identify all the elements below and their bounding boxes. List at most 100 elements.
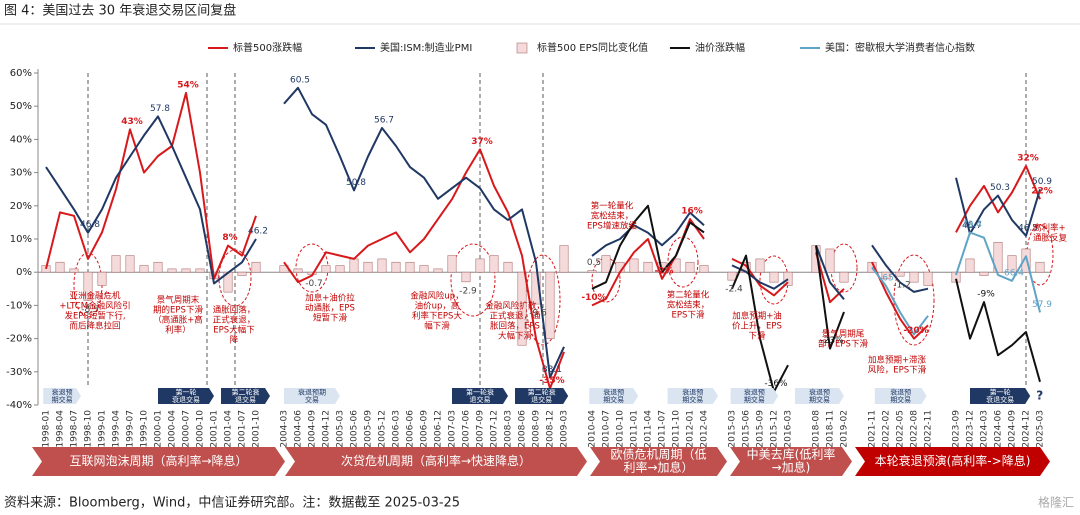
- annotation: 通胀回落，: [213, 305, 256, 316]
- period-banner: [285, 447, 587, 476]
- annotation: 宽松结束，: [591, 211, 634, 222]
- annotation: 价上升，EPS: [732, 321, 782, 332]
- period-label: →加息): [772, 460, 811, 475]
- data-label: -2.4: [725, 285, 743, 295]
- x-tick-label: 2018-11: [826, 410, 836, 448]
- bar: [83, 271, 93, 301]
- annotation: EPS下滑: [672, 310, 705, 321]
- data-label: 43%: [121, 117, 143, 127]
- trade-phase-box: [158, 388, 214, 404]
- legend-label: 标普500 EPS同比变化值: [537, 41, 648, 54]
- annotation: EPS大幅下: [213, 325, 255, 336]
- annotation: 期的EPS下滑: [153, 305, 203, 316]
- x-tick-label: 2025-03: [1036, 410, 1046, 448]
- x-tick-label: 2004-06: [294, 410, 304, 448]
- bar: [167, 268, 177, 273]
- trade-phase-label: 衰退预: [809, 388, 830, 397]
- annotation: 加息+油价拉: [305, 293, 355, 304]
- bar: [447, 255, 457, 273]
- bar: [475, 258, 485, 273]
- bar: [503, 261, 513, 273]
- trade-phase-label: 衰退预: [52, 388, 73, 397]
- annotation: 亚洲金融危机: [69, 291, 121, 302]
- data-label: 16%: [681, 207, 703, 217]
- x-tick-label: 2024-09: [1008, 410, 1018, 448]
- data-label: 46.2: [248, 227, 268, 237]
- bar: [363, 261, 373, 273]
- trade-phase-label: 衰退预: [744, 388, 765, 397]
- x-tick-label: 2021-11: [868, 410, 878, 448]
- trade-phase-label: 第一轮: [990, 388, 1011, 397]
- x-tick-label: 2006-09: [420, 410, 430, 448]
- data-label: 56.7: [374, 115, 394, 125]
- trade-phase-box: [43, 388, 81, 404]
- data-label: 46.8: [80, 220, 100, 230]
- trade-phase-label: 期交易: [809, 395, 830, 404]
- bar: [755, 258, 765, 273]
- bar: [923, 271, 933, 286]
- bar: [97, 271, 107, 286]
- annotation: 而后降息拉回: [69, 321, 120, 332]
- series-line: [591, 204, 1041, 393]
- x-tick-label: 2015-03: [728, 410, 738, 448]
- trade-phase-box: [221, 388, 270, 404]
- x-tick-label: 2004-12: [322, 410, 332, 448]
- bar: [181, 268, 191, 273]
- data-label: 50.9: [1032, 177, 1052, 187]
- x-tick-label: 2005-03: [336, 410, 346, 448]
- annotation: 利率）: [165, 325, 191, 336]
- y-tick-label: 0%: [16, 267, 32, 278]
- data-label: 22%: [1031, 187, 1053, 197]
- x-tick-label: 2001-01: [210, 410, 220, 448]
- x-tick-label: 2024-03: [980, 410, 990, 448]
- trade-phase-box: [874, 388, 927, 404]
- bar: [391, 261, 401, 273]
- source-note: 资料来源：Bloomberg，Wind，中信证券研究部。注：数据截至 2025-…: [4, 495, 460, 511]
- trade-phase-label: 第二轮衰: [232, 388, 260, 397]
- bar: [55, 261, 65, 273]
- bar: [671, 258, 681, 273]
- trade-phase-box: [970, 388, 1031, 404]
- data-label: 46.5: [1018, 223, 1038, 233]
- bar: [293, 268, 303, 273]
- bar: [895, 271, 905, 277]
- trade-phase-box: [795, 388, 844, 404]
- bar: [377, 258, 387, 273]
- legend-label: 美国：密歇根大学消费者信心指数: [825, 41, 975, 54]
- x-tick-label: 2019-02: [840, 410, 850, 448]
- x-tick-label: 2022-08: [910, 410, 920, 448]
- period-banner: [590, 447, 727, 476]
- period-label: 利率→加息）: [623, 460, 693, 475]
- bar: [335, 265, 345, 273]
- bar: [125, 255, 135, 273]
- data-label: -35%: [539, 376, 564, 386]
- data-label: 46.7: [962, 221, 982, 231]
- annotation: 第二轮量化: [667, 290, 710, 301]
- annotation: 通胀反复: [1033, 233, 1068, 244]
- data-label: -2.9: [459, 286, 477, 296]
- x-tick-label: 2008-09: [532, 410, 542, 448]
- trade-phase-label: 衰退预: [603, 388, 624, 397]
- data-label: 79.4: [962, 220, 982, 230]
- watermark: 格隆汇: [1038, 495, 1074, 510]
- x-tick-label: 2018-08: [812, 410, 822, 448]
- x-tick-label: 1999-04: [112, 410, 122, 448]
- bar: [965, 258, 975, 273]
- annotation: 景气周期尾: [822, 329, 865, 340]
- series-line: [45, 86, 1041, 379]
- annotation: 景气周期末: [157, 295, 200, 306]
- period-banner: [32, 447, 285, 476]
- bar: [629, 258, 639, 273]
- annotation: 动通胀，EPS: [305, 303, 355, 314]
- chart-title: 图 4：美国过去 30 年衰退交易区间复盘: [4, 3, 236, 19]
- x-tick-label: 2007-06: [462, 410, 472, 448]
- x-tick-label: 2010-10: [616, 410, 626, 448]
- annotation: 第一轮量化: [591, 201, 634, 212]
- data-label: 8%: [222, 233, 237, 243]
- trade-phase-label: 期交易: [744, 395, 765, 404]
- highlight-ellipse: [830, 243, 858, 293]
- x-tick-label: 2012-04: [700, 410, 710, 448]
- y-tick-label: 10%: [10, 234, 32, 245]
- x-tick-label: 1998-10: [84, 410, 94, 448]
